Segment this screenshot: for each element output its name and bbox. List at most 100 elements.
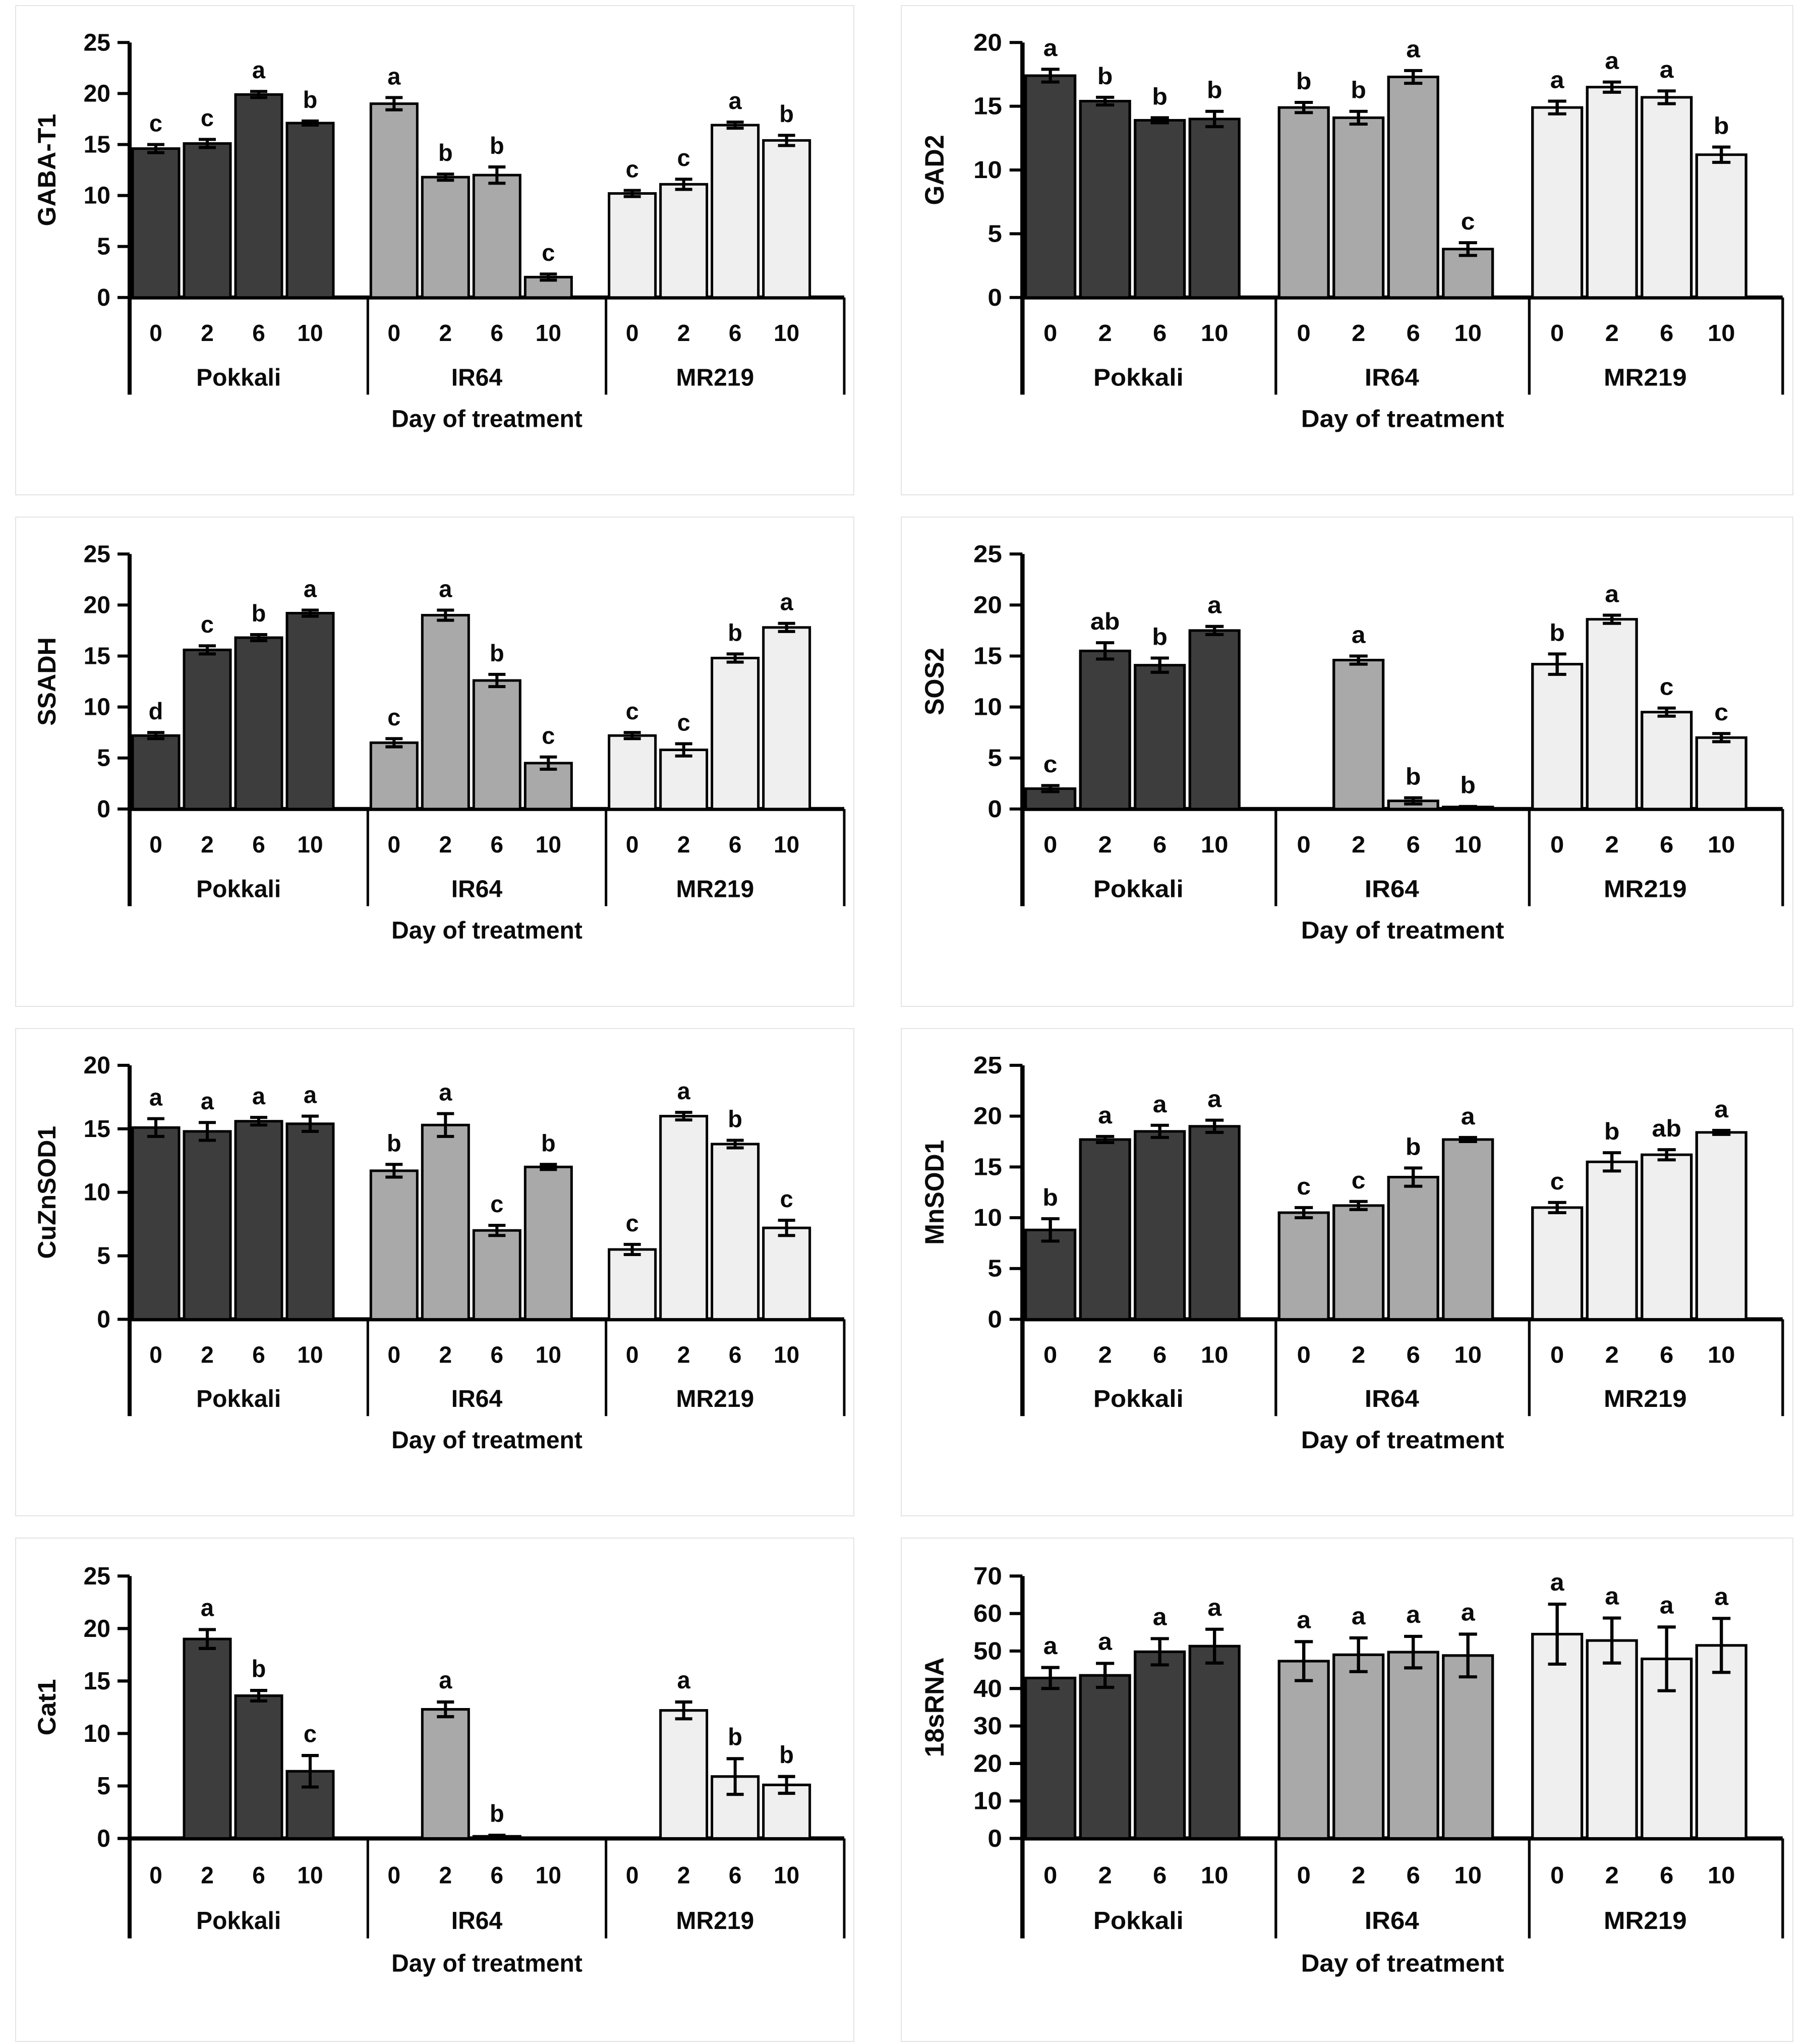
bar-pokkali-day10 [1188,118,1241,299]
day-label: 0 [1550,320,1564,346]
day-label: 6 [1660,1342,1673,1368]
day-label: 0 [149,1862,162,1889]
day-label: 6 [1407,832,1420,858]
group-label-mr219: MR219 [1604,1386,1687,1412]
day-label: 2 [1352,1862,1365,1889]
sig-letter: a [1461,1103,1476,1129]
bar-ir64-day6 [1387,1651,1439,1840]
y-tick-label: 25 [973,1052,1002,1078]
bar-ir64-day2 [421,176,470,299]
day-label: 0 [149,320,162,346]
bar-pokkali-day10 [285,1122,335,1321]
y-axis-title: MnSOD1 [919,1140,950,1245]
day-label: 6 [1407,1342,1420,1368]
bar-pokkali-day6 [234,1120,283,1321]
day-label: 2 [1605,320,1619,346]
chart-panel-ssadh: 0 5 10 15 20 25 SSADH d 0 c 2 b 6 a 10 Pokkali c 0 a 2 b 6 c 10… [15,517,854,1007]
sig-letter: a [1605,48,1619,74]
bar-pokkali-day0 [131,147,181,299]
bar-pokkali-day6 [234,1694,283,1840]
day-label: 10 [1708,1342,1735,1368]
chart-svg-gad2: 05101520GAD2a0b2b6b10Pokkalib0b2a6c10IR6… [919,29,1784,432]
y-tick-label: 5 [97,745,110,772]
y-tick-label: 30 [973,1712,1002,1740]
day-label: 2 [1352,832,1365,858]
day-label: 6 [729,320,742,346]
group-label-mr219: MR219 [676,1386,754,1412]
bar-pokkali-day2 [183,1637,232,1840]
sig-letter: c [542,239,555,266]
y-tick-label: 25 [84,1562,110,1590]
sig-letter: b [728,1106,742,1132]
sig-letter: c [1352,1167,1366,1194]
day-label: 6 [1407,1862,1420,1889]
day-label: 6 [1660,320,1673,346]
day-label: 2 [439,320,452,346]
bar-mr219-day0 [1531,1206,1584,1321]
day-label: 10 [297,1862,323,1889]
day-label: 2 [201,831,214,858]
x-axis-title: Day of treatment [1301,1427,1504,1454]
bar-pokkali-day10 [285,612,335,811]
sig-letter: a [439,1079,452,1106]
sig-letter: c [677,144,690,171]
bar-pokkali-day2 [183,142,232,299]
day-label: 6 [491,1341,504,1368]
group-label-ir64: IR64 [1365,875,1419,902]
sig-letter: b [541,1129,556,1156]
sig-letter: b [490,640,504,666]
day-label: 10 [1454,832,1482,858]
sig-letter: b [490,1800,504,1828]
sig-letter: a [1406,36,1421,63]
sig-letter: a [1461,1599,1475,1626]
bar-ir64-day6 [1387,75,1439,299]
sig-letter: b [1097,63,1113,89]
day-label: 10 [297,320,323,346]
bar-mr219-day2 [659,183,709,299]
sig-letter: a [1153,1091,1168,1117]
sig-letter: a [149,1084,163,1111]
chart-panel-18srna: 0 10 20 30 40 50 60 70 18sRNA a 0 a 2 a 6 a 10 Pokkali a 0 a… [901,1538,1793,2042]
day-label: 6 [1153,320,1166,346]
y-tick-label: 25 [973,540,1002,567]
sig-letter: a [1043,1632,1058,1659]
bar-mr219-day2 [1586,1639,1638,1840]
day-label: 0 [626,1862,639,1889]
sig-letter: a [387,63,401,89]
day-label: 10 [297,831,323,858]
sig-letter: c [626,1210,639,1236]
day-label: 0 [1297,1342,1311,1368]
y-axis-title: GABA-T1 [33,114,61,226]
day-label: 0 [1297,832,1311,858]
day-label: 0 [1550,832,1564,858]
sig-letter: a [201,1595,214,1622]
day-label: 10 [1708,832,1735,858]
sig-letter: a [677,1667,691,1694]
day-label: 2 [1352,1342,1365,1368]
day-label: 6 [1153,832,1166,858]
bar-ir64-day6 [1387,1175,1439,1321]
bar-ir64-day0 [369,102,419,299]
sig-letter: b [438,139,453,166]
sig-letter: c [490,1190,503,1217]
day-label: 6 [491,1862,504,1889]
y-tick-label: 40 [973,1674,1002,1702]
bar-pokkali-day6 [234,636,283,811]
y-axis-title: 18sRNA [920,1657,950,1757]
sig-letter: a [1714,1096,1729,1122]
bar-mr219-day2 [1586,618,1638,811]
day-label: 0 [1550,1862,1564,1889]
sig-letter: a [729,87,742,114]
bar-pokkali-day10 [1188,1644,1241,1840]
day-label: 0 [1550,1342,1564,1368]
bar-mr219-day10 [1695,1644,1747,1840]
group-label-mr219: MR219 [1604,875,1687,902]
sig-letter: a [1605,1582,1619,1610]
day-label: 10 [297,1341,323,1368]
sig-letter: a [201,1088,214,1114]
day-label: 10 [536,320,561,346]
y-tick-label: 15 [973,92,1002,120]
bar-mr219-day2 [1586,1160,1638,1321]
day-label: 0 [1043,320,1057,346]
day-label: 6 [252,1341,265,1368]
